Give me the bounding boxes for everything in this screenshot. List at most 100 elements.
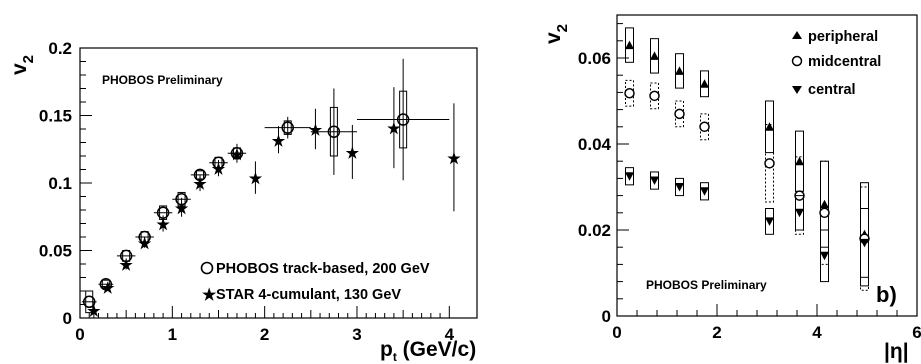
phobos-point <box>156 206 170 219</box>
chart-b-y-axis-label: v2 <box>542 24 571 44</box>
peripheral-systematic-box <box>700 70 709 98</box>
phobos-point <box>281 121 294 134</box>
central-point <box>675 183 684 192</box>
peripheral-systematic-box <box>675 53 684 89</box>
legend-entry-phobos: PHOBOS track-based, 200 GeV <box>216 261 430 277</box>
star-point: ★ <box>387 121 401 138</box>
star-point: ★ <box>156 217 170 234</box>
star-point: ★ <box>309 122 323 139</box>
midcentral-systematic-box <box>860 186 869 291</box>
star-point: ★ <box>447 150 461 167</box>
phobos-systematic-box <box>196 170 205 180</box>
central-point <box>795 208 804 218</box>
x-tick-label: 0 <box>75 325 84 344</box>
phobos-point <box>327 125 341 138</box>
central-systematic-box <box>675 177 684 197</box>
y-tick-label: 0.02 <box>578 221 611 240</box>
phobos-systematic-box <box>101 279 110 289</box>
chart-b-panel-label: b) <box>876 282 897 307</box>
central-systematic-box <box>700 182 709 201</box>
central-systematic-box <box>765 208 774 235</box>
phobos-point <box>193 168 207 182</box>
phobos-systematic-box <box>85 290 94 314</box>
midcentral-point <box>764 158 775 169</box>
chart-b-ticks <box>616 23 918 317</box>
peripheral-systematic-box <box>650 38 659 74</box>
peripheral-point <box>625 40 634 50</box>
peripheral-point <box>675 66 684 75</box>
central-point <box>700 187 709 196</box>
central-systematic-box <box>820 229 829 283</box>
phobos-point <box>396 113 410 126</box>
phobos-point <box>212 156 225 169</box>
legend-open-circle-marker <box>200 261 214 275</box>
x-tick-label: 4 <box>445 325 455 344</box>
y-tick-label: 0.06 <box>578 49 611 68</box>
chart-a-ticks <box>79 47 450 319</box>
chart-a-annotation: PHOBOS Preliminary <box>102 73 223 87</box>
midcentral-point <box>819 207 830 219</box>
legend-star-marker: ★ <box>202 287 217 304</box>
phobos-point <box>138 230 151 244</box>
x-tick-label: 3 <box>352 325 361 344</box>
peripheral-point <box>795 156 804 166</box>
chart-a-y-axis-label: v2 <box>8 55 37 75</box>
chart-a-legend: PHOBOS track-based, 200 GeV ★ STAR 4-cum… <box>200 261 430 304</box>
phobos-systematic-box <box>399 90 408 149</box>
phobos-systematic-box <box>329 106 338 157</box>
midcentral-point <box>649 90 660 102</box>
central-point <box>625 172 634 181</box>
y-tick-label: 0.1 <box>48 174 72 193</box>
y-tick-label: 0 <box>602 307 611 326</box>
central-point <box>860 238 869 248</box>
phobos-point <box>99 278 113 291</box>
star-point: ★ <box>249 171 263 188</box>
chart-a: 0 1 2 3 400.050.10.150.2 ★★★★★★★★★★★★★★★ PHO… <box>8 39 478 364</box>
legend-entry-central: central <box>808 82 856 98</box>
chart-b-legend: peripheral midcentral central <box>791 29 881 98</box>
phobos-point <box>119 249 133 263</box>
y-tick-label: 0.04 <box>578 135 612 154</box>
midcentral-point <box>674 108 685 120</box>
central-systematic-box <box>795 195 804 231</box>
legend-entry-star: STAR 4-cumulant, 130 GeV <box>216 287 401 303</box>
peripheral-point <box>650 51 659 60</box>
midcentral-point <box>699 121 710 133</box>
x-tick-label: 0 <box>612 323 621 342</box>
y-tick-label: 0.2 <box>48 39 72 58</box>
star-point: ★ <box>346 145 360 162</box>
chart-a-tick-labels: 0 1 2 3 4 0 0.05 0.1 0.15 0.2 <box>39 39 455 344</box>
legend-triangle-up-marker <box>792 31 802 39</box>
y-tick-label: 0.05 <box>39 242 72 261</box>
chart-b-marks <box>624 27 870 291</box>
phobos-systematic-box <box>159 205 168 220</box>
legend-entry-peripheral: peripheral <box>808 29 878 45</box>
peripheral-systematic-box <box>625 27 634 63</box>
phobos-point <box>175 192 188 206</box>
x-tick-label: 2 <box>260 325 269 344</box>
chart-b-x-axis-label: |η| <box>884 340 909 363</box>
legend-triangle-down-marker <box>792 86 802 94</box>
y-tick-label: 0.15 <box>39 107 72 126</box>
chart-a-marks: ★★★★★★★★★★★★★★★ <box>81 58 461 320</box>
central-point <box>820 251 829 261</box>
central-systematic-box <box>860 208 869 278</box>
phobos-point <box>82 295 96 309</box>
central-systematic-box <box>650 171 659 190</box>
legend-entry-midcentral: midcentral <box>808 54 881 70</box>
legend-open-circle-marker-b <box>791 55 803 67</box>
peripheral-point <box>765 122 774 131</box>
chart-b: 0 2 4 600.020.040.06 PHOBOS Preliminary b) … <box>542 14 921 363</box>
phobos-systematic-box <box>283 120 292 135</box>
chart-a-frame <box>79 47 478 319</box>
chart-b-tick-labels: 0 2 4 6 0 0.02 0.04 0.06 <box>578 49 921 342</box>
star-point: ★ <box>272 133 286 150</box>
x-tick-label: 2 <box>712 323 721 342</box>
midcentral-systematic-box <box>820 160 829 265</box>
x-tick-label: 6 <box>912 323 921 342</box>
x-tick-label: 4 <box>812 323 822 342</box>
central-systematic-box <box>625 167 634 186</box>
peripheral-point <box>820 199 829 209</box>
y-tick-label: 0 <box>63 309 72 328</box>
